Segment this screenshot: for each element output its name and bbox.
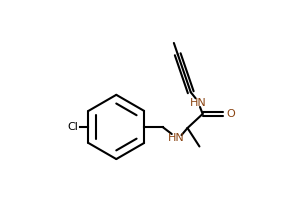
Text: Cl: Cl [68,122,79,132]
Text: O: O [226,109,235,119]
Text: HN: HN [168,133,185,143]
Text: HN: HN [189,98,206,108]
